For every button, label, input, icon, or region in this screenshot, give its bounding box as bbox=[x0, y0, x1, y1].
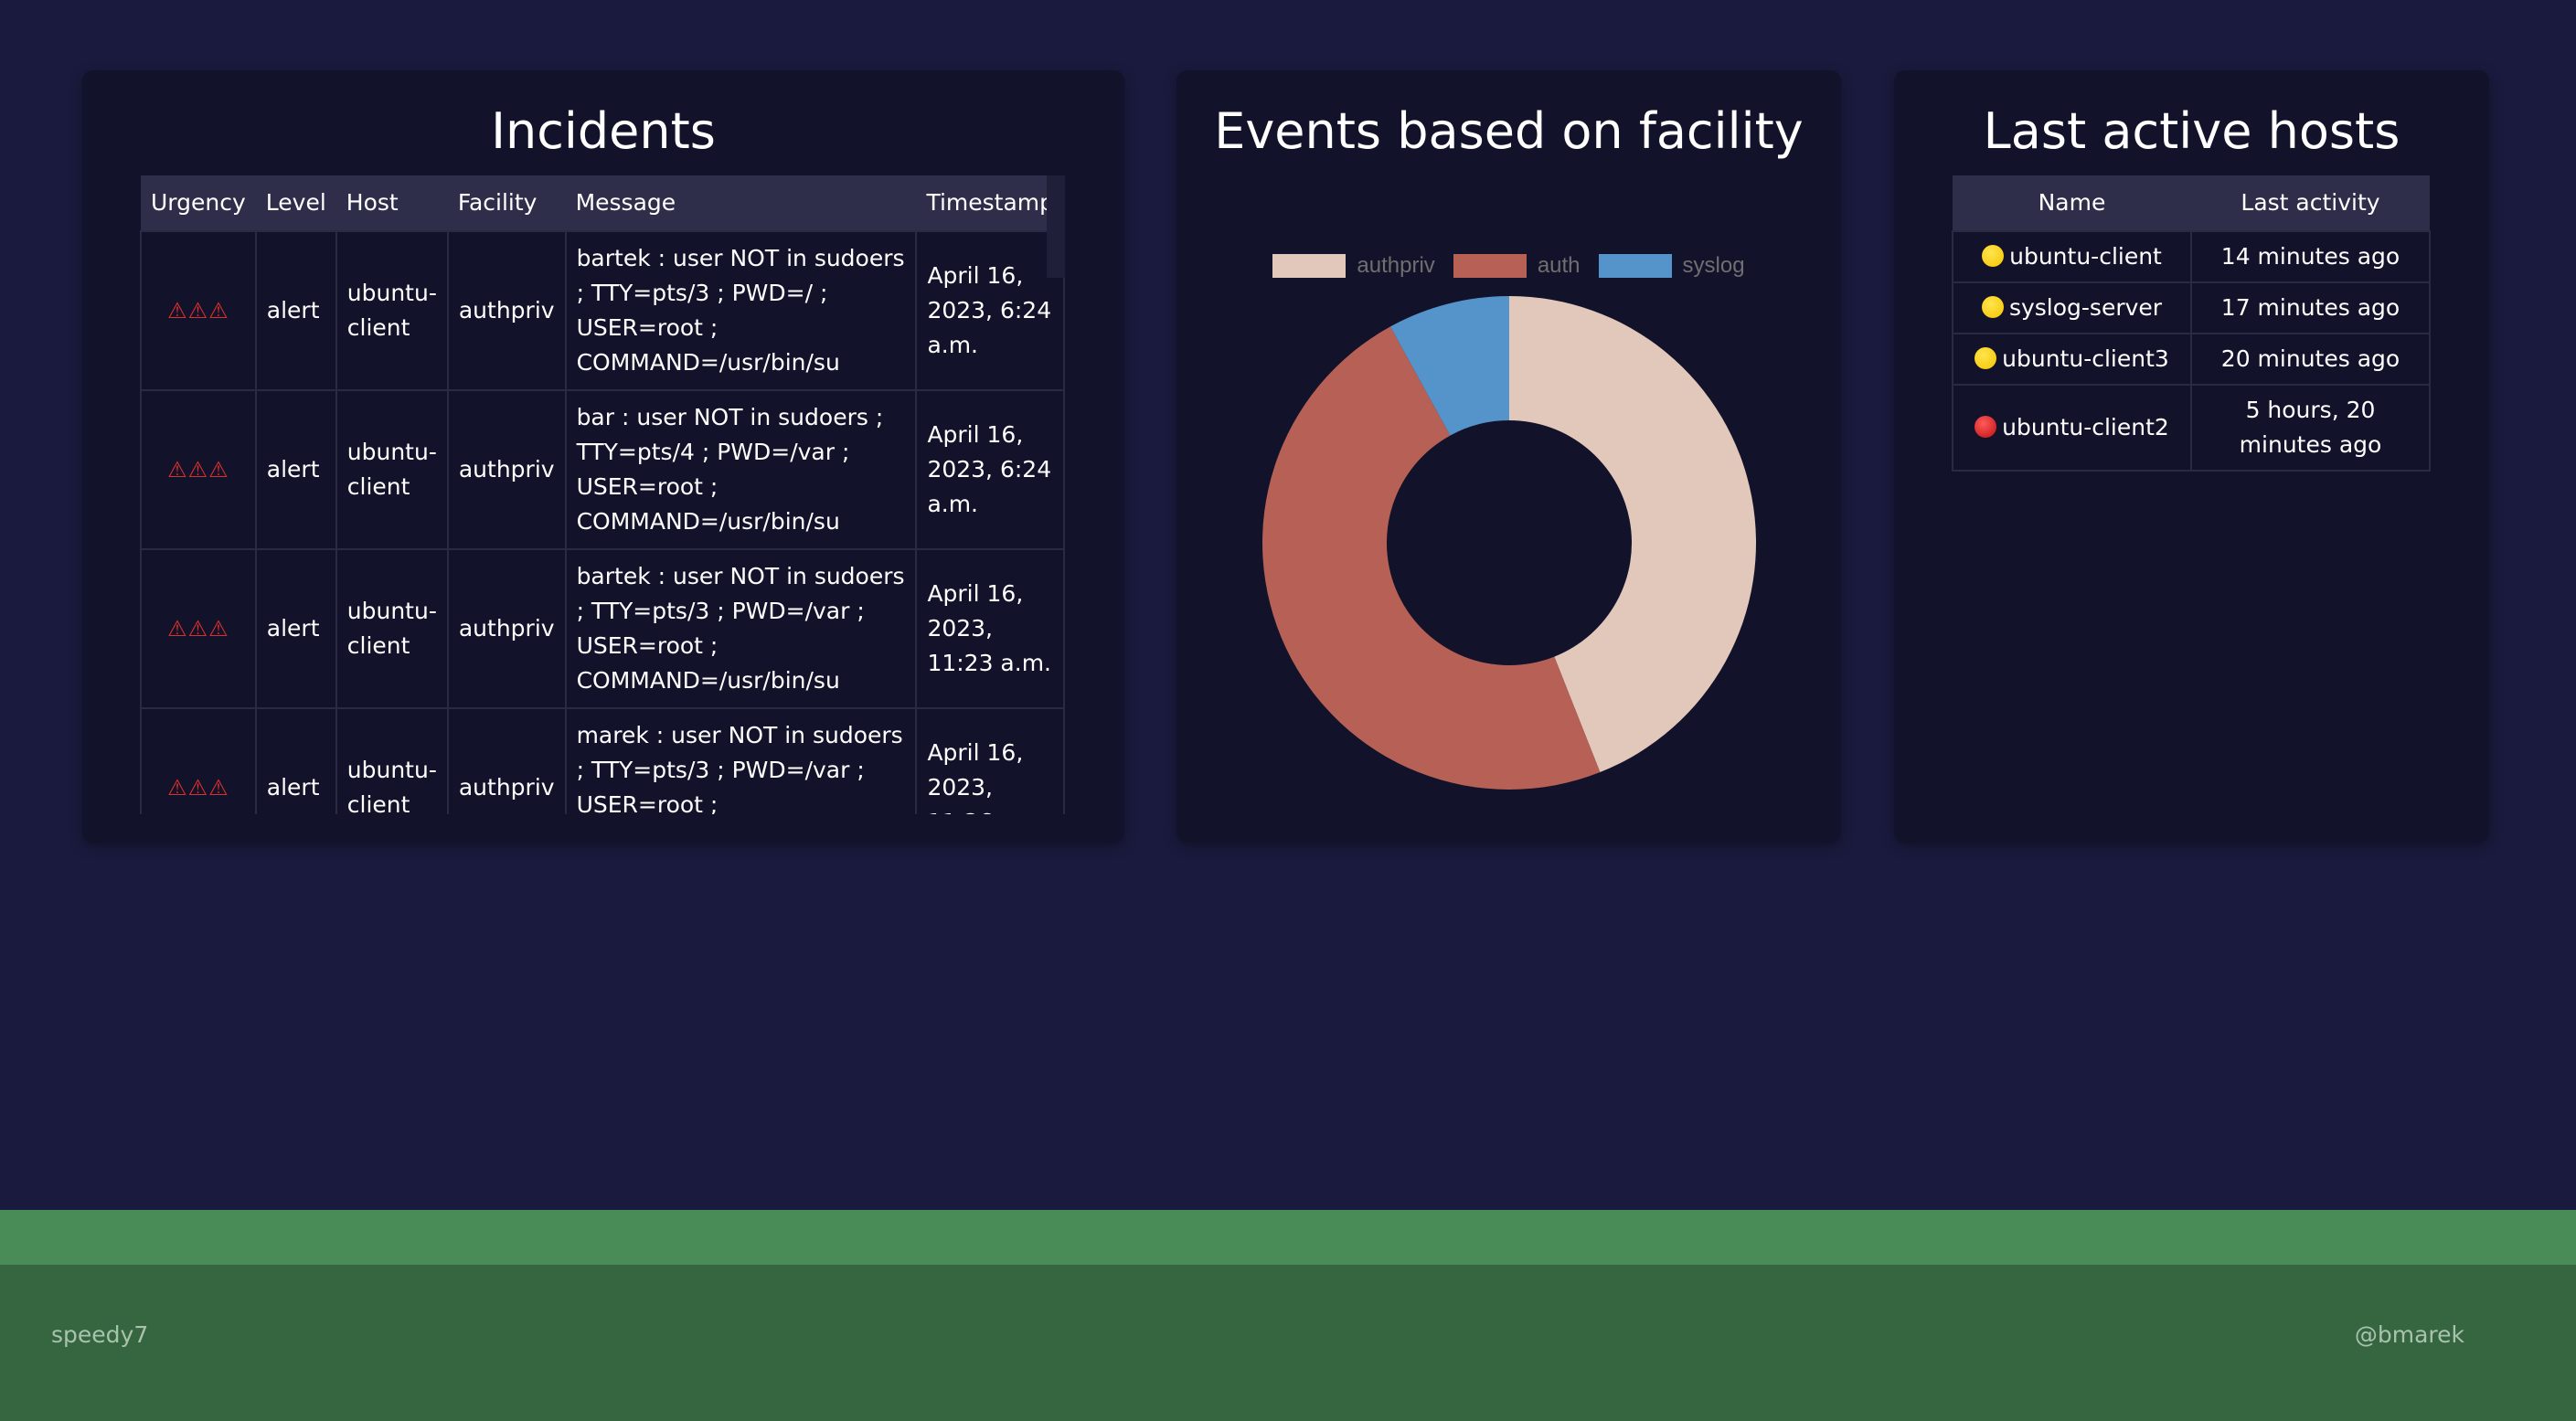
host-cell: ubuntu-client bbox=[335, 230, 449, 391]
host-row: syslog-server 17 minutes ago bbox=[1952, 281, 2431, 334]
host-name-cell: syslog-server bbox=[1952, 281, 2192, 334]
message-cell: bartek : user NOT in sudoers ; TTY=pts/3… bbox=[564, 548, 918, 709]
message-cell: bartek : user NOT in sudoers ; TTY=pts/3… bbox=[564, 230, 918, 391]
host-last-activity: 17 minutes ago bbox=[2190, 281, 2431, 334]
timestamp-cell: April 16, 2023, 11:26 a.m. bbox=[915, 707, 1065, 814]
scrollbar[interactable] bbox=[1047, 175, 1065, 278]
timestamp-cell: April 16, 2023, 6:24 a.m. bbox=[915, 230, 1065, 391]
col-timestamp[interactable]: Timestamp bbox=[916, 175, 1064, 231]
legend-swatch bbox=[1598, 254, 1672, 278]
incidents-table-scroll[interactable]: Urgency Level Host Facility Message Time… bbox=[140, 175, 1065, 814]
incident-row[interactable]: ⚠⚠⚠ alert ubuntu-client authpriv bartek : us… bbox=[140, 230, 1065, 391]
donut-chart bbox=[1261, 296, 1756, 790]
col-last-activity: Last activity bbox=[2191, 175, 2430, 231]
legend-swatch bbox=[1453, 254, 1527, 278]
col-name: Name bbox=[1953, 175, 2191, 231]
chart-title: Events based on facility bbox=[1214, 102, 1804, 160]
legend-label: authpriv bbox=[1357, 253, 1435, 278]
host-last-activity: 14 minutes ago bbox=[2190, 230, 2431, 283]
legend-item-auth[interactable]: auth bbox=[1453, 253, 1581, 279]
host-name: syslog-server bbox=[2008, 294, 2163, 321]
level-cell: alert bbox=[254, 548, 337, 709]
yellow-status-dot-icon bbox=[1975, 347, 1997, 369]
facility-cell: authpriv bbox=[446, 707, 567, 814]
level-cell: alert bbox=[254, 230, 337, 391]
urgency-icons: ⚠⚠⚠ bbox=[140, 707, 257, 814]
footer-author: @bmarek bbox=[2354, 1321, 2464, 1348]
green-band bbox=[0, 1210, 2576, 1265]
incidents-table: Urgency Level Host Facility Message Time… bbox=[140, 175, 1065, 814]
urgency-icons: ⚠⚠⚠ bbox=[140, 389, 257, 550]
incident-row[interactable]: ⚠⚠⚠ alert ubuntu-client authpriv marek : use… bbox=[140, 707, 1065, 814]
incident-row[interactable]: ⚠⚠⚠ alert ubuntu-client authpriv bartek : us… bbox=[140, 548, 1065, 709]
hosts-table: Name Last activity ubuntu-client 14 minut… bbox=[1952, 175, 2431, 472]
host-last-activity: 20 minutes ago bbox=[2190, 333, 2431, 386]
legend-label: syslog bbox=[1682, 253, 1745, 278]
footer-left: speedy7 bbox=[51, 1321, 149, 1348]
col-urgency[interactable]: Urgency bbox=[141, 175, 256, 231]
facility-cell: authpriv bbox=[446, 230, 567, 391]
legend-item-authpriv[interactable]: authpriv bbox=[1272, 253, 1435, 279]
donut-slice-authpriv[interactable] bbox=[1509, 296, 1756, 773]
urgency-icons: ⚠⚠⚠ bbox=[140, 548, 257, 709]
footer: speedy7 @bmarek bbox=[0, 1265, 2576, 1421]
host-name: ubuntu-client bbox=[2009, 243, 2162, 270]
col-message[interactable]: Message bbox=[565, 175, 917, 231]
col-host[interactable]: Host bbox=[335, 175, 448, 231]
message-cell: bar : user NOT in sudoers ; TTY=pts/4 ; … bbox=[564, 389, 918, 550]
host-cell: ubuntu-client bbox=[335, 707, 449, 814]
facility-cell: authpriv bbox=[446, 548, 567, 709]
host-row: ubuntu-client 14 minutes ago bbox=[1952, 230, 2431, 283]
level-cell: alert bbox=[254, 707, 337, 814]
col-facility[interactable]: Facility bbox=[447, 175, 566, 231]
host-name: ubuntu-client2 bbox=[2002, 414, 2169, 440]
host-name: ubuntu-client3 bbox=[2002, 345, 2169, 372]
host-name-cell: ubuntu-client bbox=[1952, 230, 2192, 283]
host-cell: ubuntu-client bbox=[335, 548, 449, 709]
host-name-cell: ubuntu-client3 bbox=[1952, 333, 2192, 386]
incident-row[interactable]: ⚠⚠⚠ alert ubuntu-client authpriv bar : user … bbox=[140, 389, 1065, 550]
host-last-activity: 5 hours, 20 minutes ago bbox=[2190, 384, 2431, 472]
timestamp-cell: April 16, 2023, 11:23 a.m. bbox=[915, 548, 1065, 709]
col-level[interactable]: Level bbox=[255, 175, 336, 231]
urgency-icons: ⚠⚠⚠ bbox=[140, 230, 257, 391]
message-cell: marek : user NOT in sudoers ; TTY=pts/3 … bbox=[564, 707, 918, 814]
red-status-dot-icon bbox=[1975, 416, 1997, 438]
hosts-title: Last active hosts bbox=[1983, 102, 2400, 160]
timestamp-cell: April 16, 2023, 6:24 a.m. bbox=[915, 389, 1065, 550]
yellow-status-dot-icon bbox=[1981, 296, 2004, 318]
legend-item-syslog[interactable]: syslog bbox=[1598, 253, 1745, 279]
host-name-cell: ubuntu-client2 bbox=[1952, 384, 2192, 472]
host-cell: ubuntu-client bbox=[335, 389, 449, 550]
legend-swatch bbox=[1272, 254, 1347, 278]
host-row: ubuntu-client2 5 hours, 20 minutes ago bbox=[1952, 384, 2431, 472]
donut-slice-syslog[interactable] bbox=[1389, 296, 1509, 436]
hosts-card: Last active hosts Name Last activity ubu… bbox=[1894, 70, 2489, 843]
yellow-status-dot-icon bbox=[1982, 245, 2005, 267]
legend-label: auth bbox=[1537, 253, 1581, 278]
incidents-title: Incidents bbox=[491, 102, 716, 160]
facility-chart-card: Events based on facility authpriv auth sys… bbox=[1176, 70, 1841, 843]
facility-cell: authpriv bbox=[446, 389, 567, 550]
donut-slice-auth[interactable] bbox=[1261, 326, 1601, 790]
incidents-card: Incidents Urgency Level Host Facility Me… bbox=[82, 70, 1124, 843]
host-row: ubuntu-client3 20 minutes ago bbox=[1952, 333, 2431, 386]
chart-legend: authpriv auth syslog bbox=[1176, 253, 1841, 279]
level-cell: alert bbox=[254, 389, 337, 550]
